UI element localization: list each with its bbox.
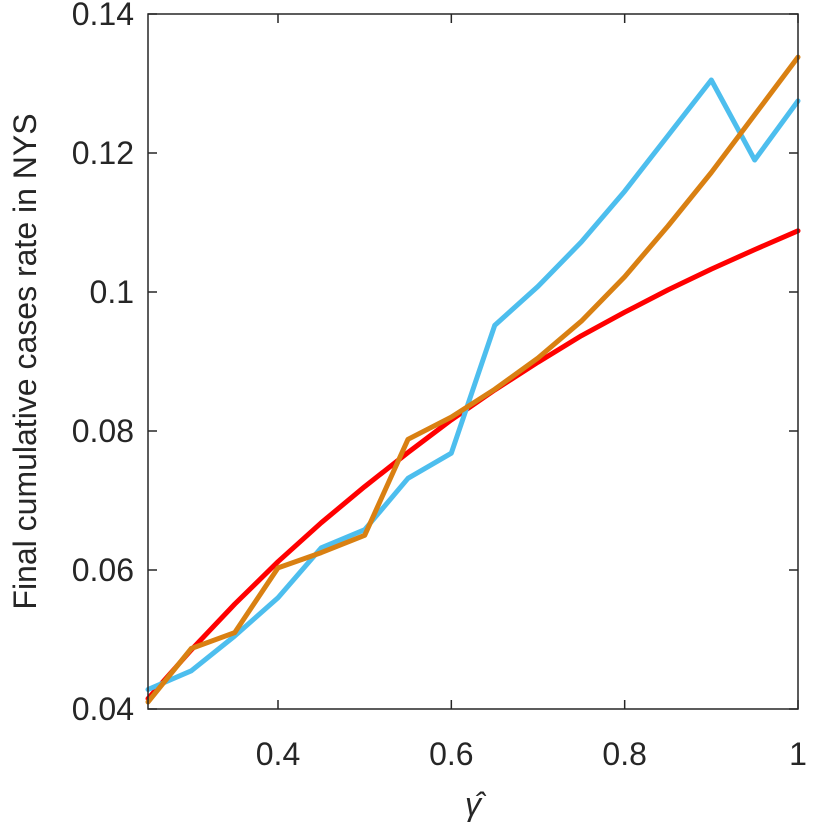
y-tick-label: 0.06 (72, 552, 134, 588)
series-line-2 (145, 77, 801, 692)
x-axis-label: γ̂ (465, 786, 487, 822)
ticks-layer (148, 13, 799, 710)
tick-labels-layer: 0.4 0.6 0.8 1 0.04 0.06 0.08 0.1 0.12 0.14 (72, 0, 807, 772)
x-tick-label: 0.4 (256, 736, 300, 772)
series-line-3 (145, 54, 801, 705)
y-tick-label: 0.12 (72, 135, 134, 171)
plot-frame (147, 13, 799, 710)
y-tick-label: 0.1 (90, 274, 134, 310)
y-tick-label: 0.14 (72, 0, 134, 32)
x-tick-label: 0.8 (602, 736, 646, 772)
y-tick-label: 0.08 (72, 413, 134, 449)
y-axis-label: Final cumulative cases rate in NYS (7, 113, 43, 609)
series-layer (145, 54, 801, 705)
x-tick-label: 1 (789, 736, 807, 772)
y-tick-label: 0.04 (72, 691, 134, 727)
x-tick-label: 0.6 (429, 736, 473, 772)
